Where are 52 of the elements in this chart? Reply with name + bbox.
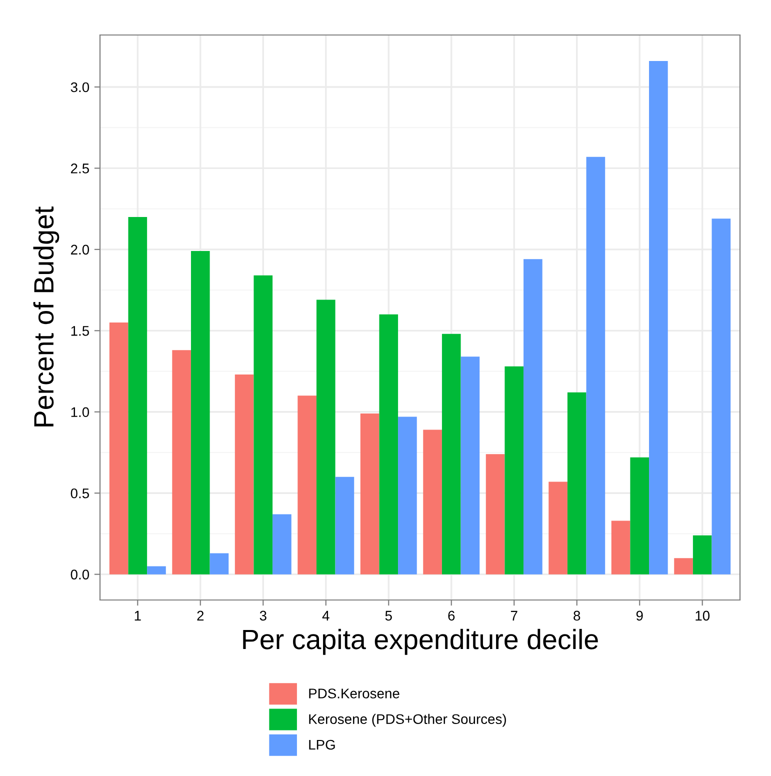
bar (524, 259, 542, 574)
bar (147, 566, 166, 574)
bar (649, 60, 668, 574)
bar (423, 430, 442, 574)
x-tick-label: 9 (636, 610, 643, 621)
x-tick-label: 1 (134, 610, 141, 620)
x-axis-title: Per capita expenditure decile (243, 628, 598, 655)
x-tick-label: 8 (574, 610, 580, 621)
y-axis-title: Percent of Budget (33, 206, 60, 426)
bar (712, 218, 731, 574)
bar (630, 457, 650, 574)
x-tick-label: 5 (385, 610, 392, 621)
bar (335, 476, 354, 574)
x-tick-label: 3 (260, 610, 266, 621)
bar (272, 514, 292, 574)
bar (586, 156, 606, 574)
legend-label: PDS.Kerosene (309, 688, 400, 698)
y-tick-label: 2.5 (70, 164, 90, 174)
x-tick-label: 2 (197, 610, 204, 620)
legend-label: LPG (309, 740, 335, 750)
bar (379, 314, 398, 574)
bar (316, 300, 336, 574)
legend-label: Kerosene (PDS+Other Sources) (309, 714, 506, 727)
y-tick-label: 2.0 (70, 244, 90, 255)
bar (234, 374, 254, 574)
bar (190, 251, 210, 574)
x-tick-label: 7 (510, 610, 518, 620)
bar (360, 414, 380, 574)
bar (128, 216, 148, 574)
y-tick-label: 1.0 (71, 407, 90, 418)
bar (254, 275, 273, 574)
y-tick-label: 0.5 (70, 488, 90, 498)
bar (692, 535, 712, 574)
bar (567, 392, 586, 574)
x-tick-label: 4 (322, 610, 330, 620)
bar (109, 322, 128, 574)
bar (674, 558, 693, 574)
bar (172, 350, 191, 574)
x-tick-label: 10 (696, 610, 710, 621)
bar (298, 396, 316, 574)
y-tick-label: 3.0 (70, 82, 90, 92)
y-tick-label: 0.0 (70, 570, 90, 580)
bar (398, 416, 417, 574)
bar (548, 482, 568, 574)
bar (460, 356, 480, 574)
x-tick-label: 6 (448, 610, 455, 621)
bar (210, 553, 229, 574)
bar (504, 366, 524, 574)
bar (611, 520, 630, 574)
bar (486, 454, 505, 574)
y-tick-label: 1.5 (71, 326, 90, 336)
bar (442, 334, 461, 574)
